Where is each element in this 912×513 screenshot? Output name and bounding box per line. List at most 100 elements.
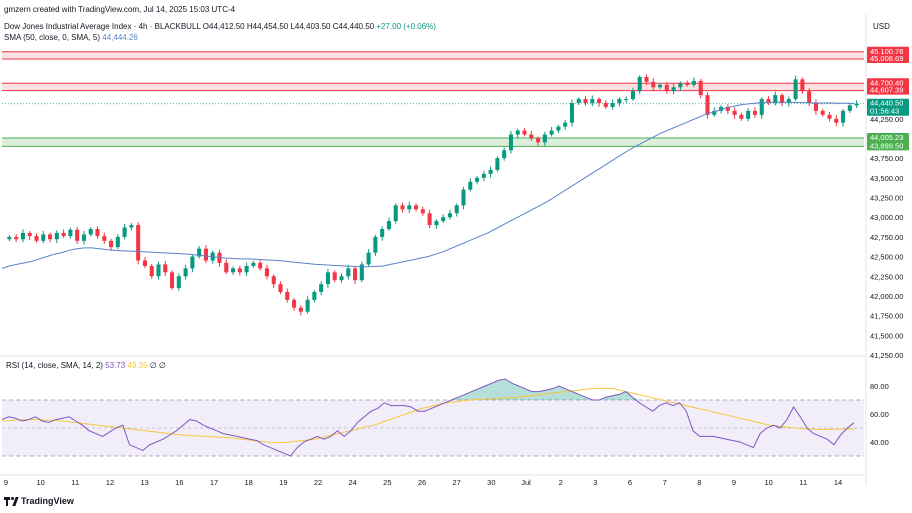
- candle-body: [95, 229, 100, 237]
- candle-body: [691, 80, 696, 85]
- sma-label: SMA (50, close, 0, SMA, 5): [4, 33, 101, 42]
- time-tick-label: 30: [487, 478, 495, 487]
- sma-value: 44,444.26: [102, 33, 138, 42]
- time-tick-label: 13: [140, 478, 148, 487]
- candle-body: [237, 268, 242, 273]
- candle-body: [386, 221, 391, 229]
- candle-body: [522, 130, 527, 135]
- candle-body: [454, 205, 459, 214]
- candle-body: [102, 236, 107, 241]
- open-value: O44,412.50: [202, 22, 245, 31]
- candle-body: [536, 138, 541, 143]
- candle-body: [671, 87, 676, 92]
- candle-body: [813, 103, 818, 111]
- candle-body: [346, 268, 351, 277]
- price-tick-label: 42,250.00: [870, 272, 903, 281]
- rsi-tick-label: 60.00: [870, 410, 889, 419]
- candle-body: [163, 264, 168, 273]
- candle-body: [820, 110, 825, 115]
- candle-body: [41, 234, 46, 241]
- candle-body: [542, 134, 547, 143]
- candle-body: [786, 99, 791, 103]
- low-value: L44,403.50: [290, 22, 331, 31]
- candle-body: [563, 122, 568, 127]
- candle-body: [841, 110, 846, 123]
- candle-body: [325, 272, 330, 285]
- candle-body: [712, 110, 717, 115]
- candle-body: [400, 205, 405, 210]
- candle-body: [285, 292, 290, 300]
- candle-body: [142, 260, 147, 267]
- footer-brand-text: TradingView: [21, 496, 74, 506]
- candle-body: [705, 95, 710, 115]
- rsi-tick-label: 80.00: [870, 382, 889, 391]
- rsi-band: [2, 400, 864, 456]
- candle-body: [658, 84, 663, 88]
- close-value: C44,440.50: [332, 22, 375, 31]
- time-tick-label: 14: [834, 478, 842, 487]
- candle-body: [14, 236, 19, 240]
- sma-legend: SMA (50, close, 0, SMA, 5) 44,444.26: [4, 33, 138, 42]
- candle-body: [305, 299, 310, 312]
- rsi-legend: RSI (14, close, SMA, 14, 2) 53.73 49.35 …: [6, 361, 166, 370]
- countdown-label: 01:56:43: [870, 107, 899, 116]
- candle-body: [610, 103, 615, 107]
- price-legend: Dow Jones Industrial Average Index · 4h …: [4, 22, 436, 31]
- candle-body: [427, 213, 432, 226]
- rsi-overbought-fill: [599, 391, 640, 400]
- candle-body: [678, 83, 683, 88]
- price-tick-label: 42,750.00: [870, 233, 903, 242]
- rsi-line: [1, 378, 855, 457]
- time-tick-label: 9: [4, 478, 8, 487]
- candle-body: [203, 248, 208, 261]
- time-tick-label: 17: [210, 478, 218, 487]
- candle-body: [319, 284, 324, 292]
- candle-body: [61, 232, 66, 237]
- candle-body: [170, 272, 175, 289]
- candle-body: [481, 173, 486, 178]
- price-label-box: [867, 133, 909, 143]
- time-tick-label: 10: [36, 478, 44, 487]
- candle-body: [576, 99, 581, 103]
- candle-body: [617, 99, 622, 103]
- candle-body: [651, 81, 656, 88]
- candle-body: [251, 262, 256, 267]
- sma-line: [1, 101, 855, 269]
- price-tick-label: 41,250.00: [870, 351, 903, 360]
- candle-body: [366, 252, 371, 265]
- candle-body: [556, 126, 561, 131]
- candle-body: [278, 284, 283, 292]
- candle-body: [773, 95, 778, 103]
- time-tick-label: 19: [279, 478, 287, 487]
- price-label-text: 44,700.40: [870, 78, 903, 87]
- candle-body: [190, 256, 195, 269]
- candle-body: [312, 292, 317, 300]
- candle-body: [569, 103, 574, 123]
- candle-body: [807, 91, 812, 103]
- candle-body: [359, 264, 364, 281]
- candle-body: [129, 225, 134, 228]
- price-tick-label: 41,750.00: [870, 312, 903, 321]
- time-tick-label: 26: [418, 478, 426, 487]
- candle-body: [780, 95, 785, 103]
- candle-body: [834, 118, 839, 123]
- candle-body: [732, 110, 737, 115]
- candle-body: [441, 217, 446, 222]
- symbol-name: Dow Jones Industrial Average Index · 4h …: [4, 22, 201, 31]
- time-tick-label: 10: [764, 478, 772, 487]
- candle-body: [353, 268, 358, 281]
- candle-body: [407, 205, 412, 210]
- resistance-zone: [2, 51, 864, 60]
- candle-body: [685, 83, 690, 85]
- candle-body: [549, 130, 554, 135]
- price-tick-label: 42,500.00: [870, 253, 903, 262]
- candle-body: [590, 99, 595, 103]
- candle-body: [224, 262, 229, 273]
- price-label-box: [867, 54, 909, 64]
- price-label-box: [867, 78, 909, 88]
- candle-body: [197, 248, 202, 257]
- candle-body: [766, 99, 771, 103]
- price-tick-label: 43,500.00: [870, 174, 903, 183]
- candle-body: [854, 103, 859, 106]
- currency-label: USD: [873, 22, 890, 31]
